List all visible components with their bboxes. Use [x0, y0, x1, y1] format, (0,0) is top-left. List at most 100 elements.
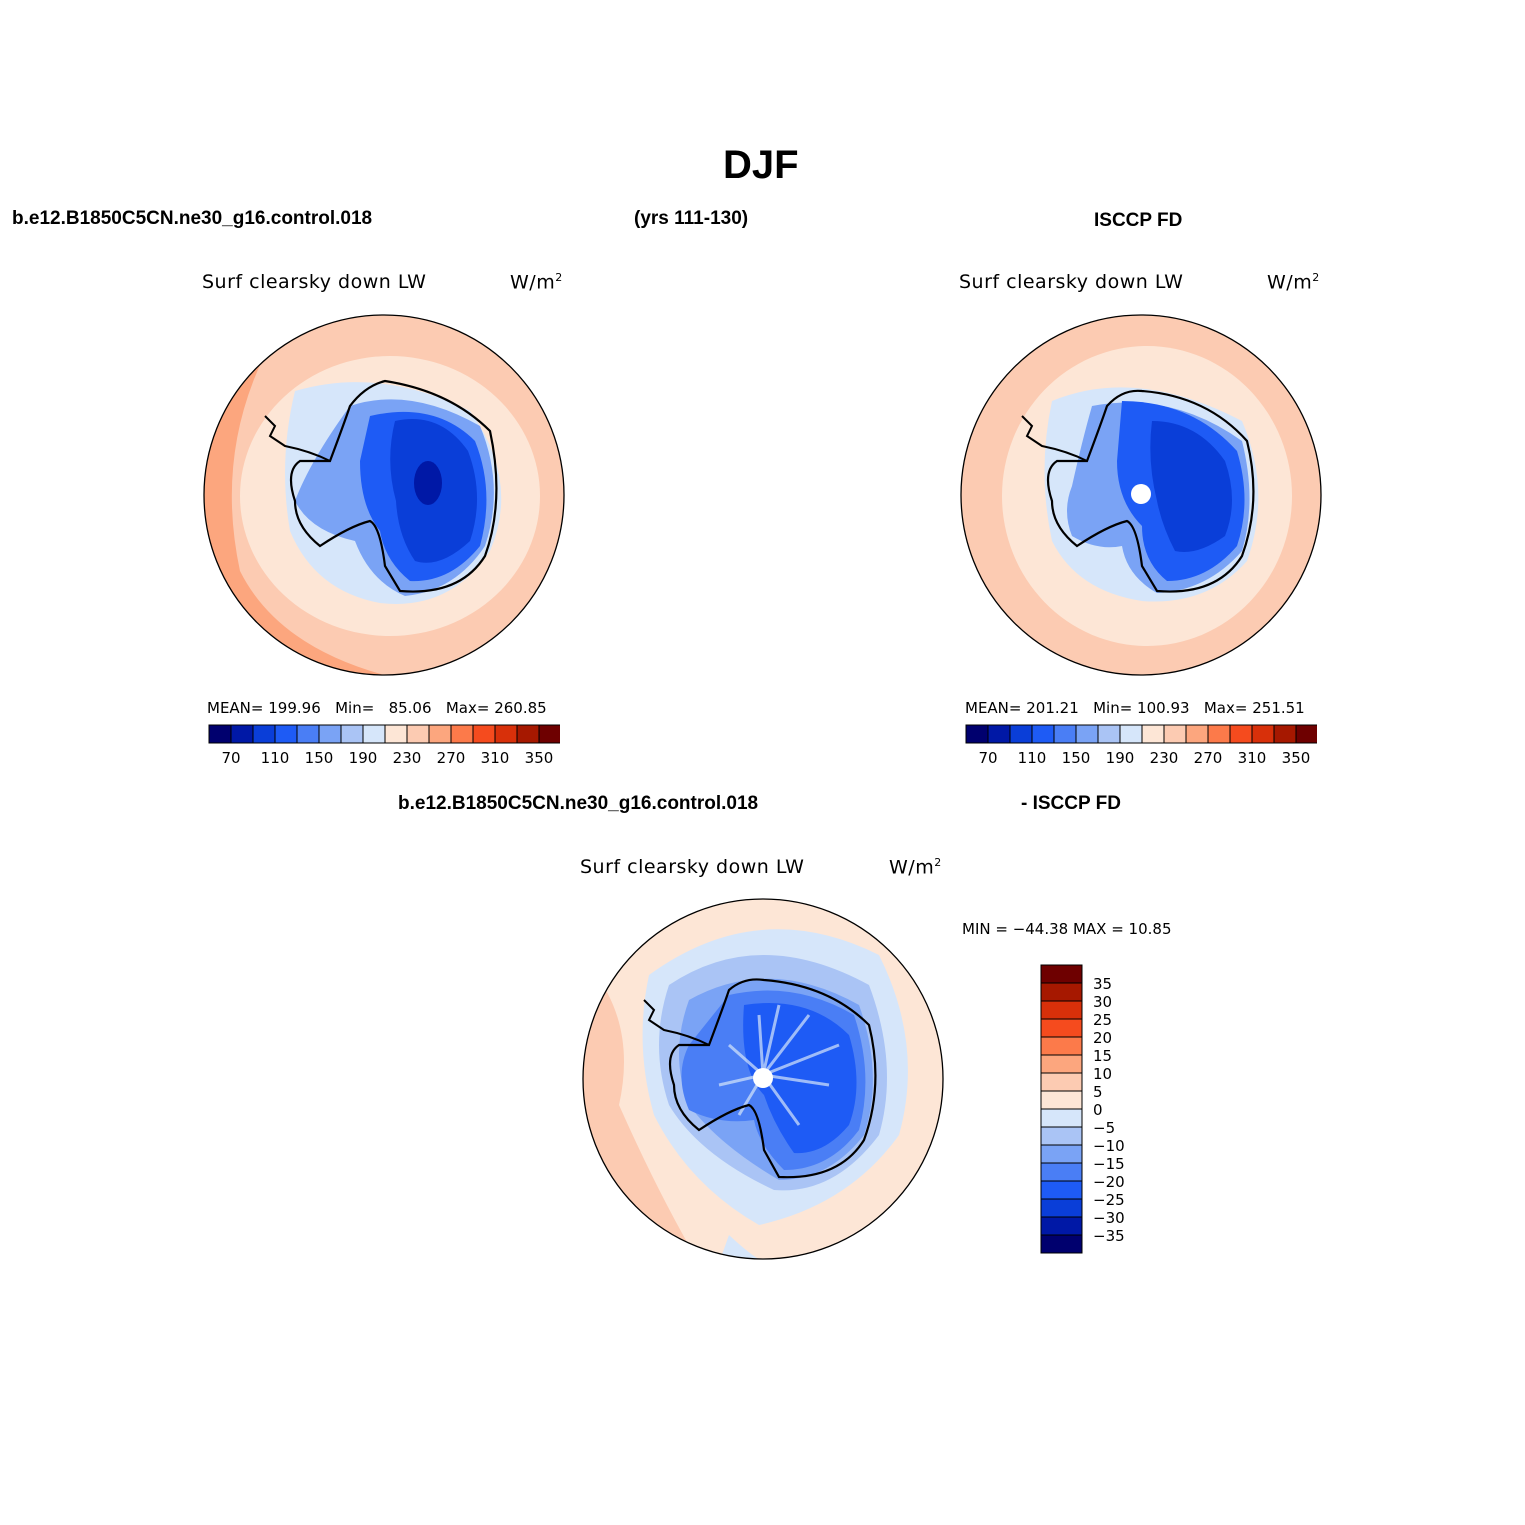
diff-case-header: b.e12.B1850C5CN.ne30_g16.control.018: [398, 793, 759, 814]
diff-colorbar-swatch: [1040, 1000, 1083, 1020]
colorbar-tick-label: 230: [393, 749, 422, 767]
diff-minmax: MIN = −44.38 MAX = 10.85: [962, 920, 1172, 938]
diff-colorbar-tick-label: 25: [1093, 1011, 1112, 1029]
diff-colorbar-tick-label: 15: [1093, 1047, 1112, 1065]
panel1-units: W/m2: [510, 271, 563, 294]
colorbar-tick-label: 270: [1194, 749, 1223, 767]
panel2-colorbar: 70 110 150 190 230 270 310 350: [965, 724, 1317, 767]
panel1-title: Surf clearsky down LW: [202, 271, 427, 293]
diff-map: [582, 898, 944, 1260]
colorbar-swatch: [516, 724, 540, 744]
diff-colorbar-swatch: [1040, 1036, 1083, 1056]
colorbar-swatch: [987, 724, 1011, 744]
colorbar-tick-label: 110: [1018, 749, 1047, 767]
colorbar-tick-label: 350: [525, 749, 554, 767]
colorbar-swatch: [1097, 724, 1121, 744]
diff-colorbar-swatch: [1040, 1072, 1083, 1092]
colorbar-tick-label: 150: [305, 749, 334, 767]
diff-units: W/m2: [889, 856, 942, 879]
colorbar-tick-label: 190: [349, 749, 378, 767]
diff-colorbar-swatch: [1040, 1234, 1083, 1254]
colorbar-swatch: [1009, 724, 1033, 744]
diff-colorbar-tick-label: −15: [1093, 1155, 1125, 1173]
colorbar-swatch: [274, 724, 298, 744]
colorbar-tick-label: 190: [1106, 749, 1135, 767]
panel1-map: [203, 314, 565, 676]
diff-colorbar-swatch: [1040, 1090, 1083, 1110]
diff-colorbar-swatch: [1040, 1018, 1083, 1038]
diff-colorbar-tick-label: 20: [1093, 1029, 1112, 1047]
colorbar-swatch: [318, 724, 342, 744]
diff-colorbar-tick-label: −10: [1093, 1137, 1125, 1155]
colorbar-swatch: [1185, 724, 1209, 744]
diff-colorbar-swatch: [1040, 964, 1083, 984]
diff-obs-header: - ISCCP FD: [1021, 793, 1121, 814]
diff-colorbar-tick-label: 30: [1093, 993, 1112, 1011]
colorbar-tick-label: 230: [1150, 749, 1179, 767]
colorbar-tick-label: 350: [1282, 749, 1311, 767]
colorbar-swatch: [252, 724, 276, 744]
colorbar-swatch: [472, 724, 496, 744]
colorbar-swatch: [230, 724, 254, 744]
colorbar-swatch: [1053, 724, 1077, 744]
colorbar-swatch: [1075, 724, 1099, 744]
diff-colorbar-swatch: [1040, 1162, 1083, 1182]
diff-colorbar-tick-label: −35: [1093, 1227, 1125, 1245]
diff-colorbar-swatch: [1040, 1180, 1083, 1200]
obs-header: ISCCP FD: [1094, 210, 1183, 231]
colorbar-swatch: [538, 724, 560, 744]
panel2-units: W/m2: [1267, 271, 1320, 294]
diff-colorbar-tick-label: −25: [1093, 1191, 1125, 1209]
colorbar-swatch: [296, 724, 320, 744]
colorbar-swatch: [1273, 724, 1297, 744]
colorbar-swatch: [362, 724, 386, 744]
colorbar-swatch: [494, 724, 518, 744]
colorbar-swatch: [1163, 724, 1187, 744]
colorbar-tick-label: 70: [978, 749, 997, 767]
panel1-stats: MEAN= 199.96 Min= 85.06 Max= 260.85: [207, 699, 547, 717]
diff-colorbar-tick-label: −30: [1093, 1209, 1125, 1227]
years-header: (yrs 111-130): [634, 208, 749, 229]
diff-colorbar-tick-label: 5: [1093, 1083, 1103, 1101]
colorbar-swatch: [1141, 724, 1165, 744]
colorbar-swatch: [965, 724, 989, 744]
colorbar-tick-label: 270: [437, 749, 466, 767]
colorbar-swatch: [208, 724, 232, 744]
colorbar-tick-label: 110: [261, 749, 290, 767]
colorbar-swatch: [1119, 724, 1143, 744]
case-name-header: b.e12.B1850C5CN.ne30_g16.control.018: [12, 208, 373, 229]
diff-colorbar-swatch: [1040, 1144, 1083, 1164]
colorbar-tick-label: 70: [221, 749, 240, 767]
diff-colorbar-swatch: [1040, 1216, 1083, 1236]
diff-colorbar-swatch: [1040, 982, 1083, 1002]
colorbar-swatch: [384, 724, 408, 744]
colorbar-tick-label: 150: [1062, 749, 1091, 767]
page-title: DJF: [723, 143, 799, 187]
panel2-title: Surf clearsky down LW: [959, 271, 1184, 293]
colorbar-swatch: [1251, 724, 1275, 744]
panel2-map: [960, 314, 1322, 676]
diff-colorbar-swatch: [1040, 1126, 1083, 1146]
colorbar-tick-label: 310: [1238, 749, 1267, 767]
diff-colorbar-tick-label: 35: [1093, 975, 1112, 993]
colorbar-swatch: [1295, 724, 1317, 744]
colorbar-swatch: [1207, 724, 1231, 744]
colorbar-swatch: [406, 724, 430, 744]
diff-colorbar-tick-label: 0: [1093, 1101, 1103, 1119]
colorbar-swatch: [1229, 724, 1253, 744]
colorbar-swatch: [428, 724, 452, 744]
colorbar-tick-label: 310: [481, 749, 510, 767]
diff-colorbar-tick-label: 10: [1093, 1065, 1112, 1083]
colorbar-swatch: [1031, 724, 1055, 744]
colorbar-swatch: [450, 724, 474, 744]
panel1-colorbar: 70 110 150 190 230 270 310 350: [208, 724, 560, 767]
diff-colorbar-swatch: [1040, 1198, 1083, 1218]
diff-title: Surf clearsky down LW: [580, 856, 805, 878]
colorbar-swatch: [340, 724, 364, 744]
diff-colorbar-tick-label: −20: [1093, 1173, 1125, 1191]
panel2-stats: MEAN= 201.21 Min= 100.93 Max= 251.51: [965, 699, 1305, 717]
diff-colorbar-swatch: [1040, 1054, 1083, 1074]
diff-colorbar-tick-label: −5: [1093, 1119, 1115, 1137]
diff-colorbar-swatch: [1040, 1108, 1083, 1128]
